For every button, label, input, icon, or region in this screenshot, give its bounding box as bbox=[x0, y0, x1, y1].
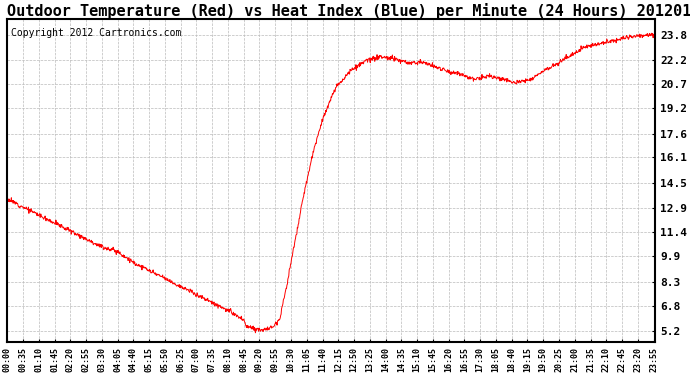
Text: Copyright 2012 Cartronics.com: Copyright 2012 Cartronics.com bbox=[10, 28, 181, 39]
Text: Outdoor Temperature (Red) vs Heat Index (Blue) per Minute (24 Hours) 20120118: Outdoor Temperature (Red) vs Heat Index … bbox=[8, 3, 690, 19]
